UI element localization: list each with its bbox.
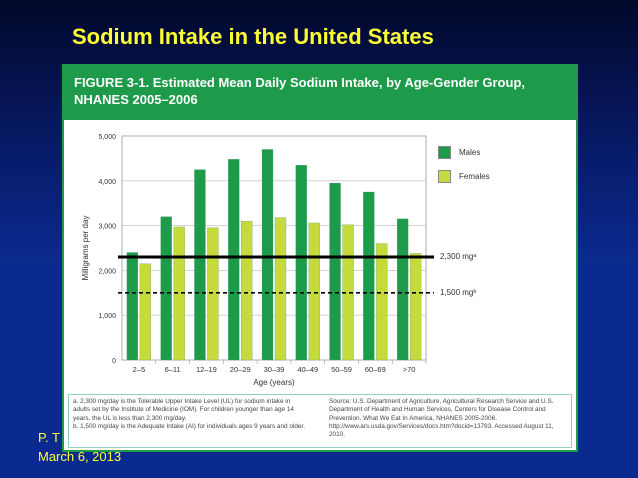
x-tick-label: 20–29 [230,365,251,374]
males-swatch [438,146,451,159]
bar-males-6 [295,164,307,361]
corner-note-2: March 6, 2013 [38,449,122,464]
figure-title-line-2: NHANES 2005–2006 [74,92,198,107]
y-tick-label: 5,000 [98,134,116,141]
bar-females-4 [241,220,253,361]
y-tick-label: 2,000 [98,268,116,275]
y-tick-label: 1,000 [98,313,116,320]
x-axis-label: Age (years) [253,378,295,387]
bar-males-7 [329,182,341,361]
corner-note-1: P. T [38,430,60,445]
bar-males-1 [126,252,139,361]
x-tick-label: 2–5 [133,365,146,374]
y-tick-label: 4,000 [98,179,116,186]
bar-females-6 [308,222,320,361]
bar-females-3 [207,227,219,361]
bar-males-9 [396,218,409,361]
y-axis-label: Milligrams per day [81,216,90,281]
legend-item-males: Males [438,146,490,159]
footnotes-left: a. 2,300 mg/day is the Tolerable Upper I… [73,398,307,431]
figure-title-line-1: FIGURE 3-1. Estimated Mean Daily Sodium … [74,75,525,90]
x-tick-label: 30–39 [264,365,285,374]
x-tick-label: >70 [403,365,416,374]
reference-label-1500: 1,500 mgᵇ [440,287,477,297]
bar-males-4 [228,159,240,361]
footnote-a: a. 2,300 mg/day is the Tolerable Upper I… [73,398,294,422]
bar-females-9 [409,253,422,361]
legend-item-females: Females [438,170,490,183]
bar-females-5 [274,217,287,361]
x-tick-label: 50–59 [331,365,352,374]
x-tick-label: 60–69 [365,365,386,374]
bar-females-1 [139,263,152,361]
plot-area [121,135,427,361]
legend-label-females: Females [459,172,490,181]
footnote-b: b. 1,500 mg/day is the Adequate Intake (… [73,422,305,430]
x-tick-label: 12–19 [196,365,217,374]
figure-panel: FIGURE 3-1. Estimated Mean Daily Sodium … [62,64,578,452]
bar-males-8 [363,191,375,361]
x-tick-label: 6–11 [165,365,181,374]
y-tick-label: 0 [112,358,116,365]
females-swatch [438,170,451,183]
bar-males-3 [194,169,206,361]
legend-label-males: Males [459,148,481,157]
slide-title: Sodium Intake in the United States [72,24,434,49]
sodium-bar-chart: 0 1,000 2,000 3,000 4,000 5,000 Milligrams per… [81,134,434,387]
chart-legend: Males Females [438,146,490,194]
bar-males-5 [261,149,274,361]
figure-footnotes: a. 2,300 mg/day is the Tolerable Upper I… [68,394,572,448]
figure-header: FIGURE 3-1. Estimated Mean Daily Sodium … [64,66,576,120]
bar-males-2 [160,216,172,361]
source-note: Source: U.S. Department of Agriculture, … [329,398,554,439]
bar-females-8 [376,243,388,361]
reference-label-2300: 2,300 mgᵃ [440,251,477,261]
y-tick-label: 3,000 [98,224,116,231]
x-tick-label: 40–49 [297,365,318,374]
